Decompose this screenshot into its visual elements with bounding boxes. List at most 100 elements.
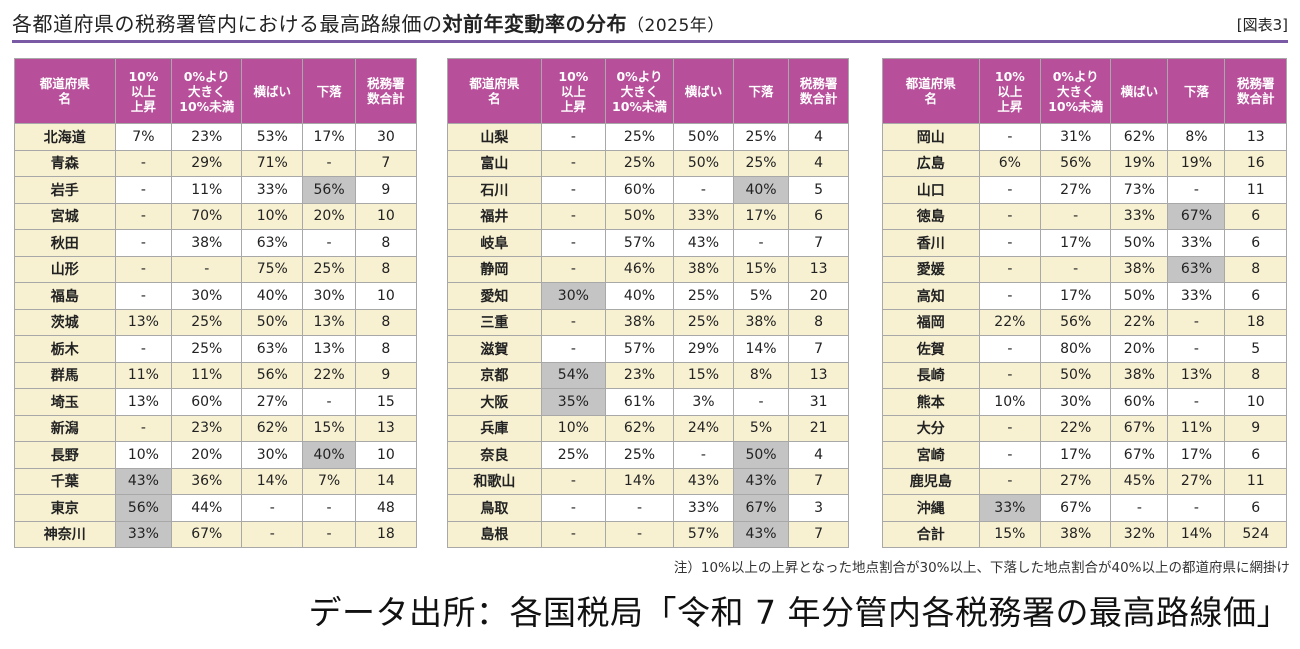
table-row: 愛媛 - -38% 63% 8 <box>882 255 1287 283</box>
header-row: 都道府県名 10% 以上 上昇 0%より 大きく 10%未満 横ばい 下落 税務署 数合計 <box>882 58 1287 124</box>
value-cell: 17% <box>1040 441 1112 469</box>
table-row: 岡山 -31% 62% 8% 13 <box>882 123 1287 151</box>
value-cell: - <box>732 388 790 416</box>
value-cell: 13% <box>302 335 356 363</box>
value-cell: 10% <box>241 202 304 230</box>
value-cell: 8% <box>1167 123 1226 151</box>
column-header-line: 以上 <box>997 83 1023 99</box>
column-header-line: 名 <box>488 91 501 106</box>
value-cell: 15% <box>302 414 356 442</box>
footnote: 注）10%以上の上昇となった地点割合が30%以上、下落した地点割合が40%以上の… <box>673 560 1290 576</box>
column-header-up0-col: 0%より 大きく 10%未満 <box>171 58 243 124</box>
column-header-line: 以上 <box>130 83 156 99</box>
prefecture-cell: 大分 <box>882 414 980 442</box>
value-cell: 27% <box>1167 467 1226 495</box>
value-cell: 56% <box>1040 149 1112 177</box>
value-cell: 11 <box>1224 467 1287 495</box>
value-cell: 57% <box>673 520 734 548</box>
table-row: 神奈川 33% 67% - -18 <box>14 520 418 548</box>
value-cell: 6 <box>1224 282 1287 310</box>
value-cell: 20% <box>171 441 243 469</box>
value-cell: 4 <box>788 123 849 151</box>
prefecture-cell: 奈良 <box>447 441 542 469</box>
value-cell: - <box>978 202 1042 230</box>
value-cell: - <box>978 414 1042 442</box>
value-cell: 20% <box>1110 335 1169 363</box>
value-cell: 7 <box>788 229 849 257</box>
table-row: 三重 -38% 25% 38% 8 <box>447 308 849 336</box>
value-cell: - <box>302 388 356 416</box>
value-cell: 8 <box>788 308 849 336</box>
table-row: 佐賀 -80% 20% -5 <box>882 335 1287 363</box>
value-cell: 30% <box>540 282 606 310</box>
prefecture-cell: 福岡 <box>882 308 980 336</box>
value-cell: 27% <box>1040 176 1112 204</box>
prefecture-cell: 鹿児島 <box>882 467 980 495</box>
value-cell: 36% <box>171 467 243 495</box>
table-row: 和歌山 -14% 43% 43% 7 <box>447 467 849 495</box>
value-cell: 7 <box>354 149 418 177</box>
value-cell: - <box>114 282 173 310</box>
prefecture-cell: 静岡 <box>447 255 542 283</box>
column-header-line: 都道府県 <box>39 76 90 91</box>
table-row: 兵庫 10% 62% 24% 5% 21 <box>447 414 849 442</box>
value-cell: - <box>978 441 1042 469</box>
table-row: 北海道 7% 23% 53% 17% 30 <box>14 123 418 151</box>
table-middle: 都道府県名 10% 以上 上昇 0%より 大きく 10%未満 横ばい 下落 税務署 数合計 山梨 -25… <box>447 58 849 548</box>
value-cell: 25% <box>604 441 675 469</box>
value-cell: - <box>540 494 606 522</box>
value-cell: 33% <box>673 202 734 230</box>
title-bar: 各都道府県の税務署管内における最高路線価の対前年変動率の分布（2025年） [図… <box>12 6 1288 40</box>
column-header-flat-col: 横ばい <box>1110 58 1169 124</box>
value-cell: 67% <box>732 494 790 522</box>
column-header-line: 税務署 <box>799 76 838 91</box>
value-cell: 29% <box>171 149 243 177</box>
value-cell: 11% <box>171 361 243 389</box>
value-cell: 50% <box>604 202 675 230</box>
value-cell: 10% <box>540 414 606 442</box>
value-cell: 4 <box>788 149 849 177</box>
title-main: 各都道府県の税務署管内における最高路線価の <box>12 12 443 36</box>
value-cell: 22% <box>1040 414 1112 442</box>
value-cell: - <box>540 176 606 204</box>
value-cell: 15% <box>978 520 1042 548</box>
column-header-pref-col: 都道府県名 <box>447 58 542 124</box>
value-cell: 53% <box>241 123 304 151</box>
value-cell: 8 <box>354 229 418 257</box>
prefecture-cell: 長野 <box>14 441 116 469</box>
value-cell: - <box>1040 202 1112 230</box>
prefecture-cell: 山口 <box>882 176 980 204</box>
column-header-pref-col: 都道府県名 <box>882 58 980 124</box>
value-cell: - <box>1167 335 1226 363</box>
table-row: 合計 15% 38% 32% 14% 524 <box>882 520 1287 548</box>
value-cell: 50% <box>1110 229 1169 257</box>
value-cell: 13 <box>354 414 418 442</box>
value-cell: 5 <box>788 176 849 204</box>
value-cell: 30% <box>302 282 356 310</box>
value-cell: 25% <box>302 255 356 283</box>
value-cell: 38% <box>1110 361 1169 389</box>
value-cell: 7% <box>114 123 173 151</box>
value-cell: 13 <box>1224 123 1287 151</box>
value-cell: 3 <box>788 494 849 522</box>
column-header-line: 10% <box>994 68 1025 84</box>
value-cell: 67% <box>171 520 243 548</box>
value-cell: 25% <box>171 308 243 336</box>
prefecture-cell: 神奈川 <box>14 520 116 548</box>
value-cell: 18 <box>354 520 418 548</box>
value-cell: 14 <box>354 467 418 495</box>
value-cell: 13% <box>114 388 173 416</box>
table-row: 埼玉 13% 60% 27% -15 <box>14 388 418 416</box>
value-cell: 25% <box>673 308 734 336</box>
value-cell: 33% <box>1167 229 1226 257</box>
header-row: 都道府県名 10% 以上 上昇 0%より 大きく 10%未満 横ばい 下落 税務署 数合計 <box>447 58 849 124</box>
table-row: 熊本 10% 30% 60% -10 <box>882 388 1287 416</box>
value-cell: 10% <box>114 441 173 469</box>
value-cell: 33% <box>978 494 1042 522</box>
value-cell: - <box>604 520 675 548</box>
prefecture-cell: 青森 <box>14 149 116 177</box>
table-row: 鳥取 - -33% 67% 3 <box>447 494 849 522</box>
value-cell: 5% <box>732 414 790 442</box>
column-header-line: 名 <box>58 91 71 106</box>
